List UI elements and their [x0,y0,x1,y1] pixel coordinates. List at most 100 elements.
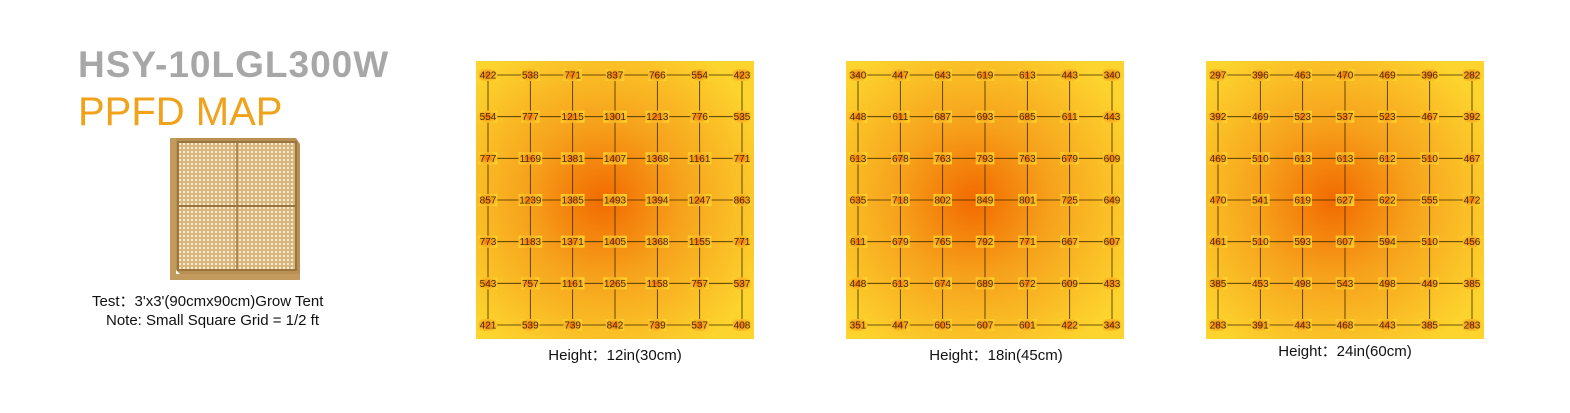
ppfd-value: 607 [977,321,994,332]
value-label-backdrop [1251,194,1270,206]
ppfd-value: 340 [1104,71,1121,82]
value-label-backdrop [560,277,585,290]
ppfd-value: 541 [1252,196,1269,207]
value-label-backdrop [1018,319,1037,331]
ppfd-value: 537 [734,279,751,290]
ppfd-value: 535 [734,112,751,123]
ppfd-value: 849 [977,196,994,207]
ppfd-value: 613 [1019,71,1036,82]
ppfd-value: 472 [1464,196,1481,207]
ppfd-value: 391 [1252,321,1269,332]
value-label-backdrop [848,69,868,81]
ppfd-value: 771 [1019,237,1036,248]
ppfd-value: 763 [1019,154,1036,165]
value-label-backdrop [478,69,498,81]
value-label-backdrop [687,152,712,165]
ppfd-value: 627 [1337,196,1354,207]
value-label-backdrop [1018,152,1037,165]
value-label-backdrop [1335,319,1355,331]
value-label-backdrop [975,69,995,81]
ppfd-value: 447 [892,321,909,332]
ppfd-value: 607 [1104,237,1121,248]
value-label-backdrop [518,235,543,248]
value-label-backdrop [933,69,952,81]
ppfd-value: 612 [1379,154,1396,165]
test-condition-text: Test：3'x3'(90cmx90cm)Grow Tent [92,293,324,310]
value-label-backdrop [1378,235,1397,248]
ppfd-value: 443 [1294,321,1311,332]
value-label-backdrop [848,277,868,290]
value-label-backdrop [605,319,625,331]
ppfd-value: 396 [1252,71,1269,82]
ppfd-value: 613 [850,154,867,165]
ppfd-value: 725 [1061,196,1078,207]
value-label-backdrop [560,152,585,165]
value-label-backdrop [1378,152,1397,165]
value-label-backdrop [603,235,627,248]
value-label-backdrop [1102,319,1122,331]
ppfd-value: 539 [522,321,539,332]
ppfd-value: 523 [1294,112,1311,123]
value-label-backdrop [1018,69,1037,81]
ppfd-value: 1394 [646,196,669,207]
value-label-backdrop [687,235,712,248]
value-label-backdrop [848,319,868,331]
ppfd-value: 763 [934,154,951,165]
ppfd-value: 649 [1104,196,1121,207]
ppfd-value: 773 [480,237,497,248]
ppfd-value: 611 [892,112,908,123]
value-label-backdrop [563,319,582,331]
value-label-backdrop [1102,235,1122,248]
value-label-backdrop [478,277,498,290]
value-label-backdrop [645,235,670,248]
ppfd-value: 392 [1464,112,1481,123]
value-label-backdrop [1462,277,1482,290]
value-label-backdrop [560,110,585,123]
value-label-backdrop [1208,110,1228,123]
value-label-backdrop [1462,235,1482,248]
value-label-backdrop [518,152,543,165]
ppfd-value: 1183 [520,237,542,248]
ppfd-value: 448 [850,112,867,123]
ppfd-value: 1368 [646,154,669,165]
value-label-backdrop [1420,277,1439,290]
value-label-backdrop [891,194,910,206]
ppfd-value: 443 [1061,71,1078,82]
value-label-backdrop [518,194,543,206]
ppfd-value: 555 [1421,196,1438,207]
height-label-18in: Height：18in(45cm) [929,347,1063,364]
value-label-backdrop [975,110,995,123]
value-label-backdrop [1208,235,1228,248]
value-label-backdrop [645,194,670,206]
value-label-backdrop [933,110,952,123]
ppfd-value: 1371 [562,237,585,248]
ppfd-value: 422 [480,71,497,82]
value-label-backdrop [645,277,670,290]
value-label-backdrop [1018,277,1037,290]
value-label-backdrop [1335,69,1355,81]
ppfd-value: 771 [734,154,751,165]
value-label-backdrop [690,319,709,331]
value-label-backdrop [521,110,540,123]
value-label-backdrop [848,152,868,165]
ppfd-value: 777 [480,154,497,165]
ppfd-value: 777 [522,112,539,123]
value-label-backdrop [690,277,709,290]
ppfd-value: 1215 [562,112,585,123]
ppfd-value: 523 [1379,112,1396,123]
value-label-backdrop [603,110,627,123]
ppfd-value: 613 [1294,154,1311,165]
ppfd-value: 453 [1252,279,1269,290]
model-title: HSY-10LGL300W [78,44,390,85]
ppfd-value: 689 [977,279,994,290]
value-label-backdrop [478,110,498,123]
ppfd-value: 1368 [646,237,669,248]
ppfd-value: 693 [977,112,994,123]
ppfd-value: 771 [564,71,581,82]
ppfd-value: 283 [1210,321,1227,332]
value-label-backdrop [933,152,952,165]
value-label-backdrop [1293,235,1312,248]
ppfd-value: 392 [1210,112,1227,123]
value-label-backdrop [1462,110,1482,123]
value-label-backdrop [1335,152,1355,165]
